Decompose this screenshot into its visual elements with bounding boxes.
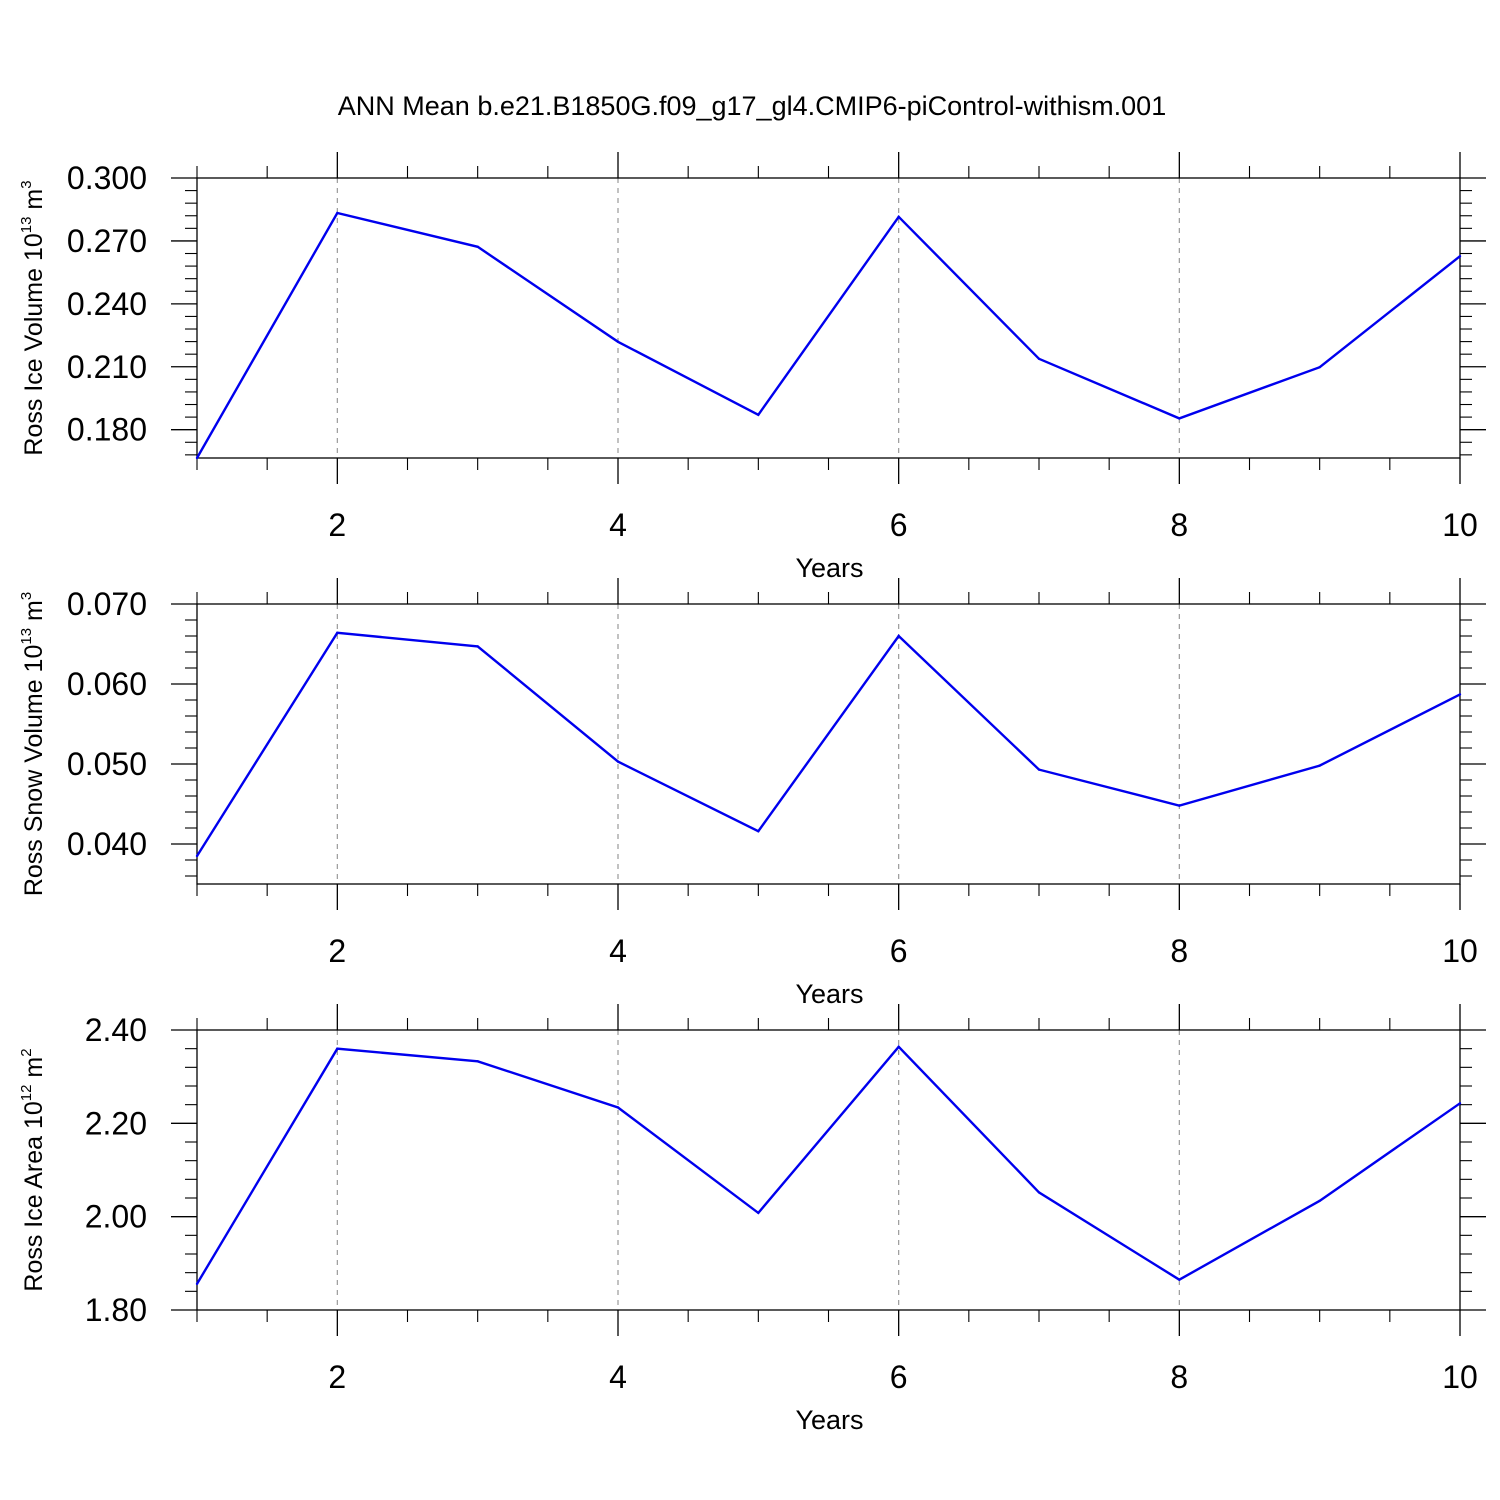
series-line: [195, 631, 1461, 857]
y-tick-label-0.050: 0.050: [67, 746, 147, 782]
x-tick-label-2: 2: [328, 507, 346, 543]
data-point-9: [1318, 365, 1321, 369]
data-point-9: [1318, 764, 1321, 767]
data-point-3: [476, 1060, 479, 1063]
y-tick-label-0.300: 0.300: [67, 160, 147, 196]
y-axis-label: Ross Ice Area 1012 m2: [18, 1048, 48, 1291]
panels: 2 4 6 8 10 0.180 0.210 0.240 0.270 0.300 Years Ross…: [18, 152, 1486, 1435]
y-axis-label-unit-exponent: 2: [18, 1048, 35, 1056]
x-tick-label-8: 8: [1170, 933, 1188, 969]
y-tick-label-2.40: 2.40: [85, 1012, 147, 1048]
data-point-2: [336, 211, 339, 215]
y-axis-label-text: Ross Ice Volume 10: [20, 233, 48, 455]
data-point-4: [616, 340, 620, 344]
series-line: [195, 1045, 1461, 1285]
panel-1: 2 4 6 8 10 0.180 0.210 0.240 0.270 0.300 Years Ross…: [18, 152, 1486, 583]
y-tick-label-0.060: 0.060: [67, 666, 147, 702]
x-axis-label: Years: [795, 979, 863, 1009]
data-point-7: [1037, 1191, 1041, 1194]
data-point-3: [476, 245, 479, 248]
series-line: [195, 211, 1461, 459]
data-point-6: [897, 215, 900, 219]
x-axis-label: Years: [795, 1405, 863, 1435]
x-tick-label-8: 8: [1170, 1359, 1188, 1395]
y-tick-label-2.20: 2.20: [85, 1105, 147, 1141]
y-tick-label-0.070: 0.070: [67, 586, 147, 622]
x-tick-label-4: 4: [609, 1359, 627, 1395]
y-axis-label-exponent: 12: [18, 1085, 35, 1102]
y-tick-label-1.80: 1.80: [85, 1292, 147, 1328]
data-point-7: [1037, 357, 1041, 360]
data-point-8: [1178, 417, 1181, 420]
y-axis-label-unit-exponent: 3: [18, 592, 35, 600]
y-axis-label-unit: m: [20, 1057, 48, 1085]
x-tick-label-6: 6: [890, 507, 908, 543]
data-point-10: [1458, 693, 1462, 696]
data-point-1: [195, 1282, 199, 1286]
data-point-5: [757, 1211, 760, 1215]
x-tick-label-8: 8: [1170, 507, 1188, 543]
y-axis-label-exponent: 13: [18, 628, 35, 645]
x-tick-label-6: 6: [890, 933, 908, 969]
y-axis-label-text: Ross Snow Volume 10: [20, 645, 48, 897]
data-point-4: [616, 1106, 620, 1109]
data-point-10: [1458, 1102, 1462, 1105]
data-point-2: [336, 631, 339, 634]
data-point-10: [1458, 255, 1462, 258]
data-point-1: [195, 854, 199, 858]
y-tick-label-0.210: 0.210: [67, 349, 147, 385]
x-tick-label-6: 6: [890, 1359, 908, 1395]
y-tick-label-0.240: 0.240: [67, 286, 147, 322]
data-point-2: [336, 1047, 339, 1050]
y-axis-label-unit: m: [20, 189, 48, 217]
x-tick-label-2: 2: [328, 933, 346, 969]
y-tick-label-0.180: 0.180: [67, 412, 147, 448]
x-tick-label-10: 10: [1442, 507, 1478, 543]
y-axis-label: Ross Ice Volume 1013 m3: [18, 180, 48, 455]
y-axis-label-text: Ross Ice Area 10: [20, 1101, 48, 1291]
x-tick-label-10: 10: [1442, 933, 1478, 969]
data-point-5: [757, 413, 760, 416]
y-tick-label-2.00: 2.00: [85, 1199, 147, 1235]
data-point-8: [1178, 804, 1181, 807]
figure-title: ANN Mean b.e21.B1850G.f09_g17_gl4.CMIP6-…: [338, 91, 1166, 121]
data-point-7: [1037, 768, 1041, 771]
data-point-9: [1318, 1199, 1321, 1203]
x-axis-label: Years: [795, 553, 863, 583]
y-axis-label-exponent: 13: [18, 217, 35, 234]
y-axis-label-unit-exponent: 3: [18, 180, 35, 188]
x-tick-label-4: 4: [609, 933, 627, 969]
data-point-1: [195, 456, 199, 460]
y-axis-label: Ross Snow Volume 1013 m3: [18, 592, 48, 896]
panel-3: 2 4 6 8 10 1.80 2.00 2.20 2.40 Years Ross Ice Area…: [18, 1004, 1486, 1435]
y-tick-label-0.270: 0.270: [67, 223, 147, 259]
panel-2: 2 4 6 8 10 0.040 0.050 0.060 0.070 Years Ross Snow…: [18, 578, 1486, 1009]
data-point-4: [616, 760, 620, 763]
x-tick-label-4: 4: [609, 507, 627, 543]
data-point-3: [476, 645, 479, 648]
data-point-6: [897, 1045, 900, 1049]
data-point-5: [757, 830, 760, 833]
y-tick-label-0.040: 0.040: [67, 826, 147, 862]
data-point-6: [897, 634, 900, 638]
x-tick-label-10: 10: [1442, 1359, 1478, 1395]
y-axis-label-unit: m: [20, 600, 48, 628]
data-point-8: [1178, 1278, 1181, 1281]
x-tick-label-2: 2: [328, 1359, 346, 1395]
